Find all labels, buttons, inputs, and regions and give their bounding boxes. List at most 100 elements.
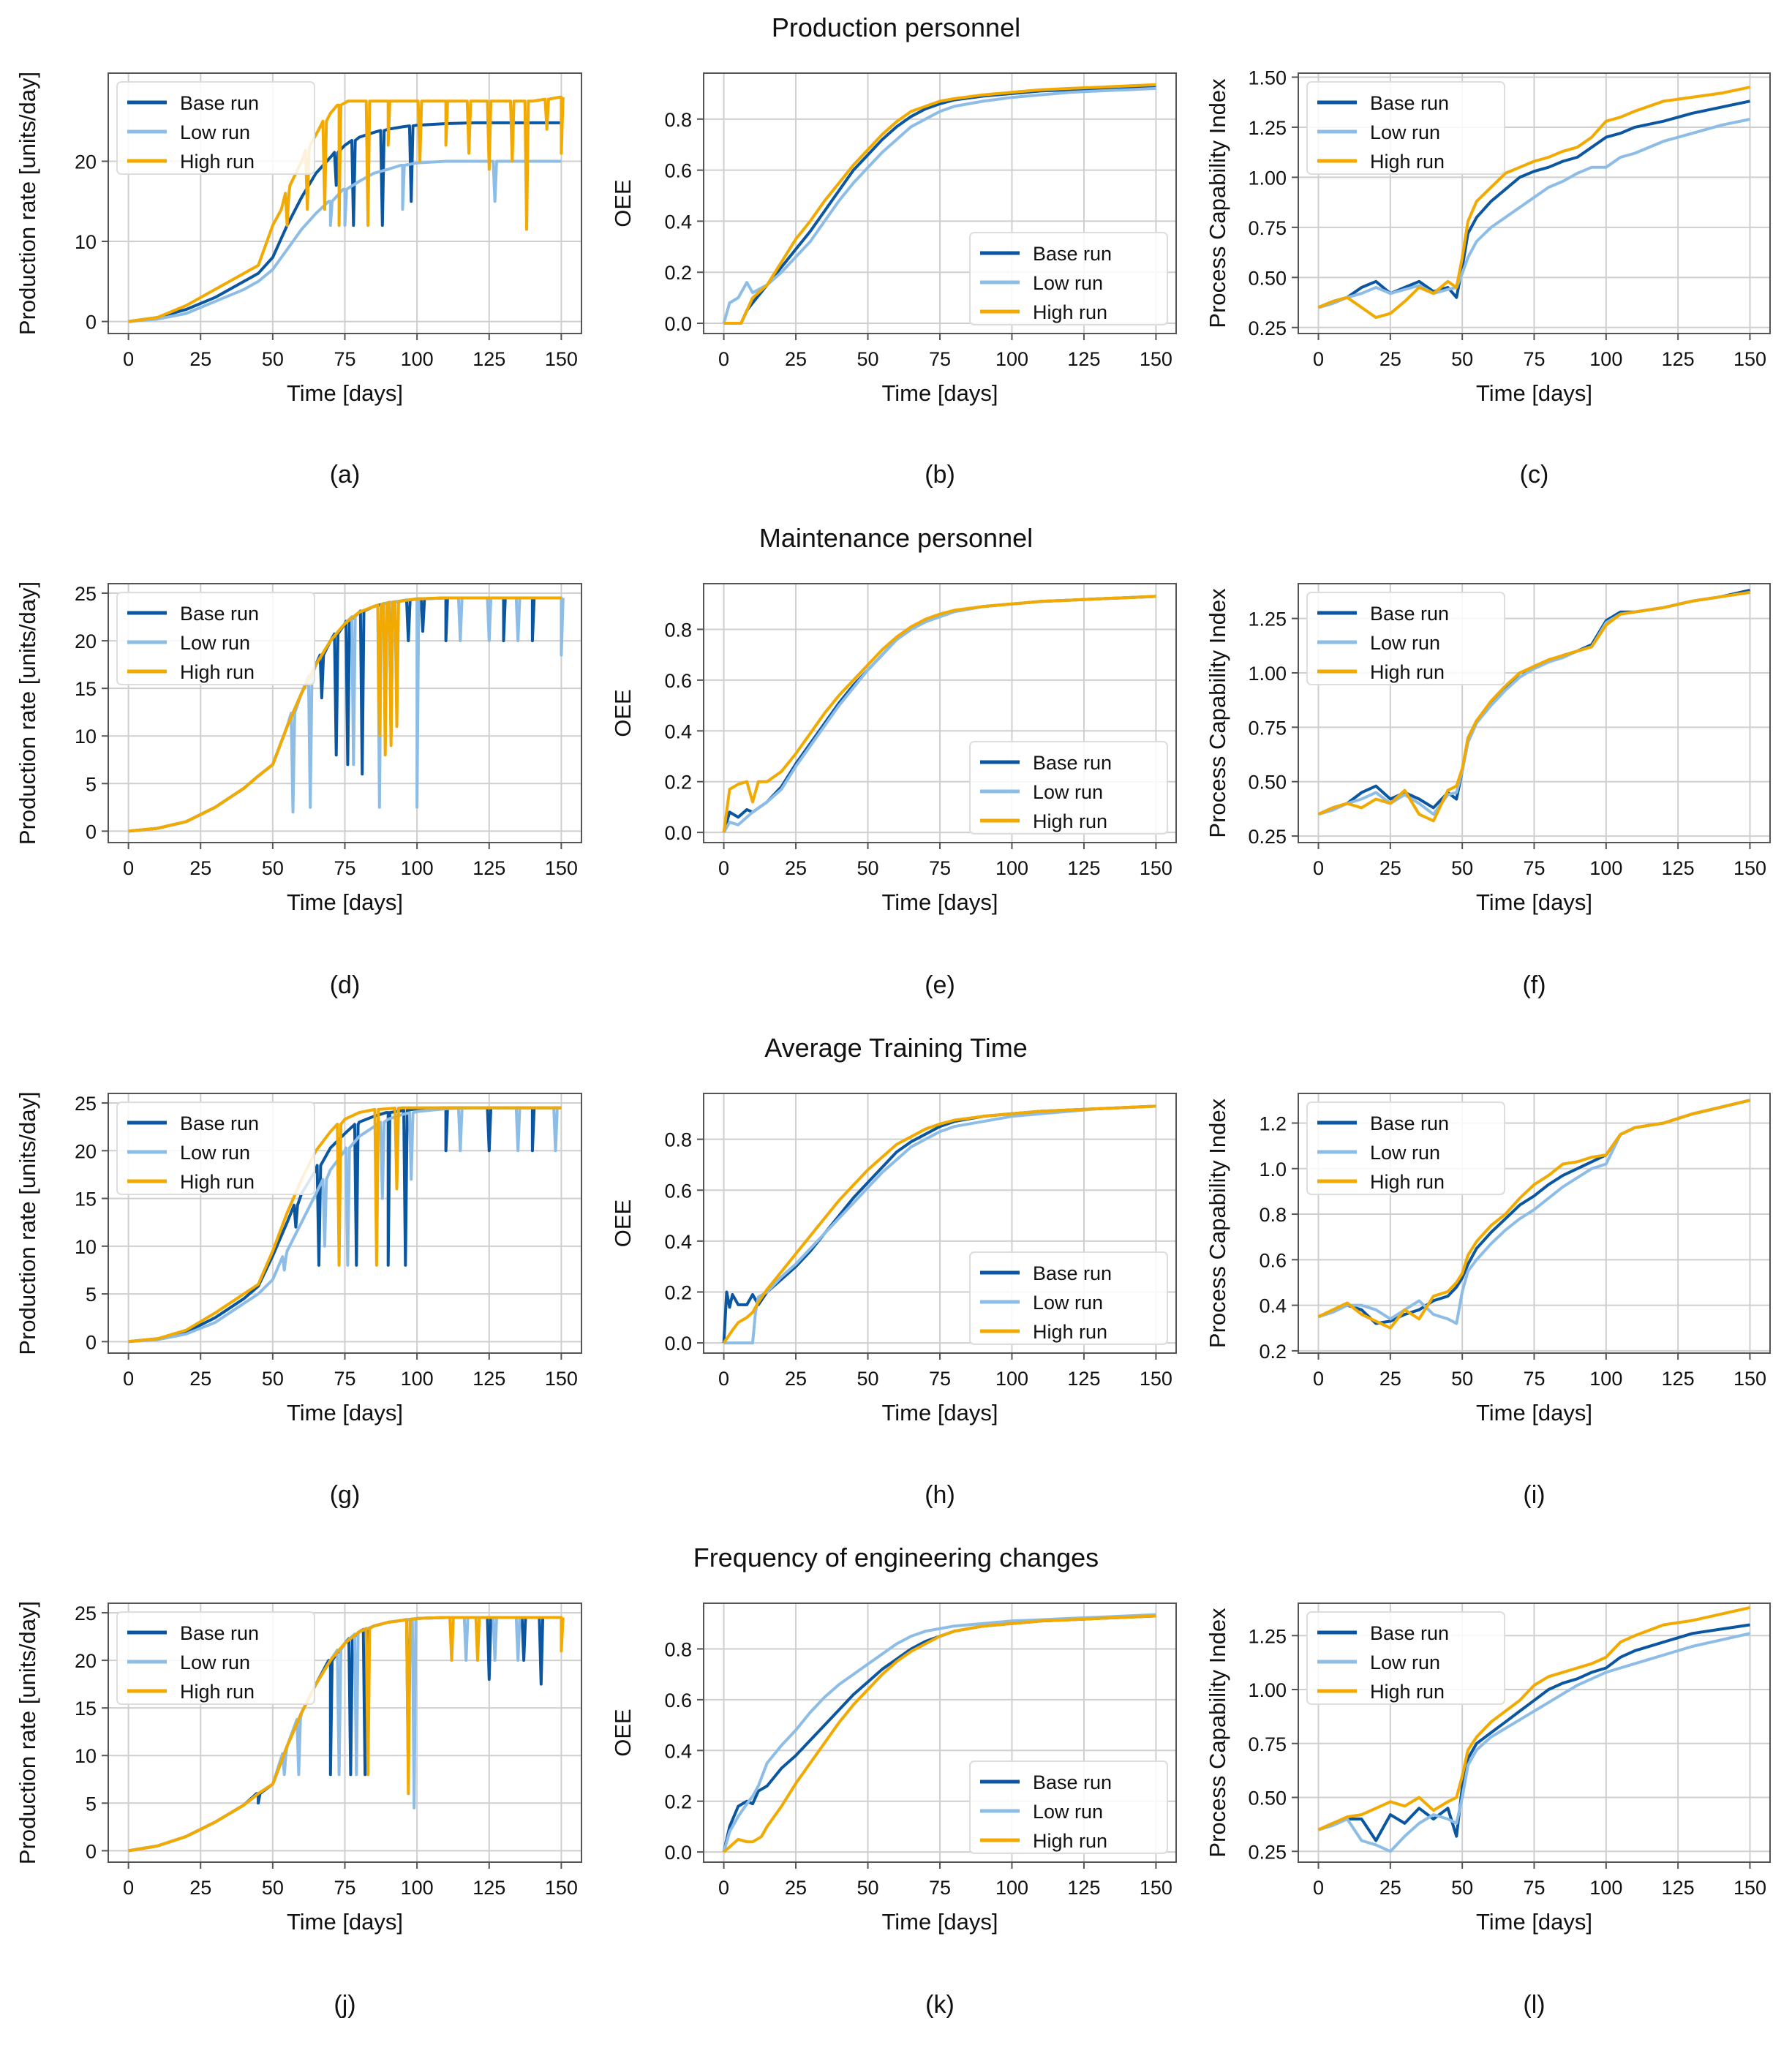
y-axis-label: OEE (610, 1709, 636, 1756)
y-tick-label: 0.50 (1248, 1788, 1287, 1809)
y-tick-label: 0 (86, 1840, 97, 1862)
chart-panel: 0 25 50 75 100 125 150 0 5 10 15 20 25 Time [days] Pro… (15, 1601, 582, 2019)
y-tick-label: 1.2 (1259, 1112, 1287, 1134)
y-tick-label: 0.2 (664, 1281, 692, 1303)
legend-label: Low run (1033, 781, 1103, 803)
x-tick-label: 50 (857, 857, 879, 879)
legend-label: High run (1033, 301, 1107, 323)
chart-panel: 0 25 50 75 100 125 150 0.0 0.2 0.4 0.6 0.8 Time [day… (610, 583, 1177, 999)
y-tick-label: 0.50 (1248, 772, 1287, 794)
y-tick-label: 0 (86, 1331, 97, 1353)
y-tick-label: 25 (75, 1603, 97, 1624)
series-line-base (1317, 99, 1750, 309)
legend-label: High run (180, 1171, 255, 1193)
y-tick-label: 0.25 (1248, 317, 1287, 339)
y-tick-label: 0.8 (1259, 1204, 1287, 1226)
legend: Base run Low run High run (969, 232, 1168, 325)
x-tick-label: 125 (473, 1877, 505, 1899)
y-tick-label: 0.0 (664, 313, 692, 335)
legend-label: Low run (1033, 272, 1103, 294)
x-tick-label: 0 (1313, 1368, 1324, 1390)
y-tick-label: 20 (75, 1140, 97, 1162)
x-tick-label: 25 (189, 1877, 211, 1899)
y-tick-label: 0.6 (1259, 1249, 1287, 1271)
legend-box (969, 1251, 1168, 1345)
y-tick-label: 0.6 (664, 160, 692, 182)
x-tick-label: 100 (401, 1368, 434, 1390)
x-tick-label: 125 (1067, 1368, 1100, 1390)
x-tick-label: 25 (189, 348, 211, 370)
legend-label: Low run (1033, 1292, 1103, 1314)
x-tick-label: 125 (473, 348, 505, 370)
y-tick-label: 0.75 (1248, 1733, 1287, 1755)
axes-frame (703, 72, 1177, 334)
plot-area (1317, 86, 1750, 320)
x-tick-label: 150 (1733, 1877, 1766, 1899)
chart-panel: 0 25 50 75 100 125 150 0.0 0.2 0.4 0.6 0.8 Time [day… (610, 72, 1177, 489)
y-tick-label: 20 (75, 151, 97, 173)
legend: Base run Low run High run (116, 1611, 315, 1705)
axes-frame (108, 1603, 582, 1863)
legend-box (116, 81, 315, 175)
panel-letter: (a) (330, 461, 361, 489)
legend-label: Low run (180, 632, 250, 654)
x-tick-label: 125 (1662, 1368, 1695, 1390)
x-tick-label: 125 (1067, 348, 1100, 370)
series-line-high (723, 1614, 1156, 1853)
chart-panel: 0 25 50 75 100 125 150 0.25 0.50 0.75 1.00 1.25 1.50… (1205, 67, 1771, 489)
chart-panel: 0 25 50 75 100 125 150 0 5 10 15 20 25 Time [days] Pro… (15, 1091, 582, 1509)
series-line-low (722, 86, 1156, 324)
x-tick-label: 75 (334, 857, 355, 879)
x-tick-label: 125 (1662, 1877, 1695, 1899)
x-tick-label: 50 (262, 348, 284, 370)
legend: Base run Low run High run (969, 741, 1168, 835)
series-line-high (722, 595, 1156, 833)
legend: Base run Low run High run (116, 1101, 315, 1195)
y-axis-label: Process Capability Index (1205, 1098, 1230, 1348)
y-tick-label: 20 (75, 1650, 97, 1672)
y-axis-label: OEE (610, 1199, 636, 1247)
legend-box (1306, 592, 1505, 685)
y-tick-label: 0.0 (664, 1333, 692, 1355)
y-tick-label: 5 (86, 773, 97, 795)
x-tick-label: 100 (995, 1877, 1028, 1899)
x-tick-label: 75 (929, 857, 951, 879)
series-line-high (723, 83, 1156, 325)
legend-label: High run (1370, 151, 1445, 173)
legend-label: High run (1370, 1681, 1445, 1703)
legend: Base run Low run High run (1306, 81, 1505, 175)
series-line-high (1317, 1605, 1750, 1831)
x-axis-label: Time [days] (881, 889, 998, 915)
legend-label: Low run (180, 1652, 250, 1673)
y-tick-label: 0.6 (664, 670, 692, 692)
panel-letter: (f) (1522, 971, 1546, 999)
legend-box (1306, 1101, 1505, 1195)
legend: Base run Low run High run (1306, 592, 1505, 685)
legend-label: Low run (1370, 121, 1440, 143)
x-tick-label: 125 (473, 857, 505, 879)
legend-box (116, 1611, 315, 1705)
y-tick-label: 1.00 (1248, 1679, 1287, 1701)
legend-box (1306, 1611, 1505, 1705)
x-tick-label: 75 (1523, 857, 1545, 879)
y-tick-label: 0.25 (1248, 1841, 1287, 1863)
panel-letter: (c) (1520, 461, 1549, 489)
x-tick-label: 50 (857, 1877, 879, 1899)
x-tick-label: 150 (1140, 1368, 1172, 1390)
y-tick-label: 0.0 (664, 822, 692, 844)
axes-frame (703, 1603, 1177, 1863)
panel-letter: (h) (925, 1481, 955, 1509)
x-axis-label: Time [days] (1476, 1400, 1592, 1426)
y-tick-label: 1.00 (1248, 663, 1287, 685)
legend: Base run Low run High run (1306, 1101, 1505, 1195)
legend-box (116, 1101, 315, 1195)
y-axis-label: Production rate [units/day] (15, 1091, 40, 1355)
axes-frame (703, 1093, 1177, 1354)
axes-frame (108, 1093, 582, 1354)
x-tick-label: 0 (718, 348, 729, 370)
y-tick-label: 1.0 (1259, 1159, 1287, 1180)
x-tick-label: 25 (785, 857, 807, 879)
x-axis-label: Time [days] (287, 889, 403, 915)
legend-label: Base run (1370, 603, 1449, 625)
y-tick-label: 0.6 (664, 1690, 692, 1711)
